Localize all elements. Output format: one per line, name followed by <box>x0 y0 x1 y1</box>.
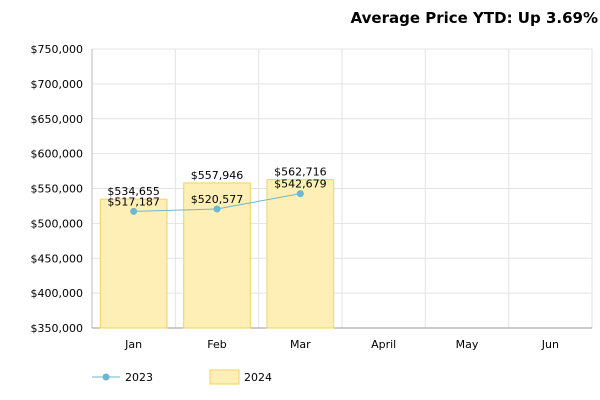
y-tick-label: $500,000 <box>31 217 84 230</box>
x-tick-label: Feb <box>207 338 226 351</box>
bar-2024 <box>99 198 168 329</box>
legend-swatch-2024 <box>209 369 240 385</box>
line-series-2023 <box>130 190 304 215</box>
chart-title: Average Price YTD: Up 3.69% <box>351 9 598 27</box>
y-tick-label: $550,000 <box>31 183 84 196</box>
x-tick-label: May <box>456 338 479 351</box>
data-label-2023: $542,679 <box>274 178 327 191</box>
bar-2024 <box>266 179 335 329</box>
y-tick-label: $700,000 <box>31 78 84 91</box>
y-tick-label: $600,000 <box>31 148 84 161</box>
y-tick-label: $450,000 <box>31 252 84 265</box>
data-label-2024: $557,946 <box>191 169 244 182</box>
data-labels: $534,655 $557,946 $562,716 $517,187 $520,577… <box>107 166 326 209</box>
chart-axes: $350,000 $400,000 $450,000 $500,000 $550,000… <box>31 43 592 351</box>
x-tick-label: April <box>371 338 396 351</box>
x-tick-label: Mar <box>290 338 311 351</box>
data-label-2024: $534,655 <box>107 185 160 198</box>
data-label-2023: $517,187 <box>107 195 160 208</box>
legend-label-2024: 2024 <box>244 371 272 384</box>
y-tick-label: $750,000 <box>31 43 84 56</box>
data-label-2024: $562,716 <box>274 166 327 179</box>
x-tick-label: Jan <box>124 338 142 351</box>
chart-grid <box>92 48 593 329</box>
chart-legend: 2023 2024 <box>92 369 272 385</box>
y-tick-label: $350,000 <box>31 322 84 335</box>
point-2023 <box>296 190 304 198</box>
point-2023 <box>213 205 221 213</box>
x-tick-label: Jun <box>541 338 559 351</box>
point-2023 <box>130 207 138 215</box>
legend-label-2023: 2023 <box>125 371 153 384</box>
data-label-2023: $520,577 <box>191 193 244 206</box>
legend-marker-2023 <box>102 373 110 381</box>
y-tick-label: $650,000 <box>31 113 84 126</box>
y-tick-label: $400,000 <box>31 287 84 300</box>
